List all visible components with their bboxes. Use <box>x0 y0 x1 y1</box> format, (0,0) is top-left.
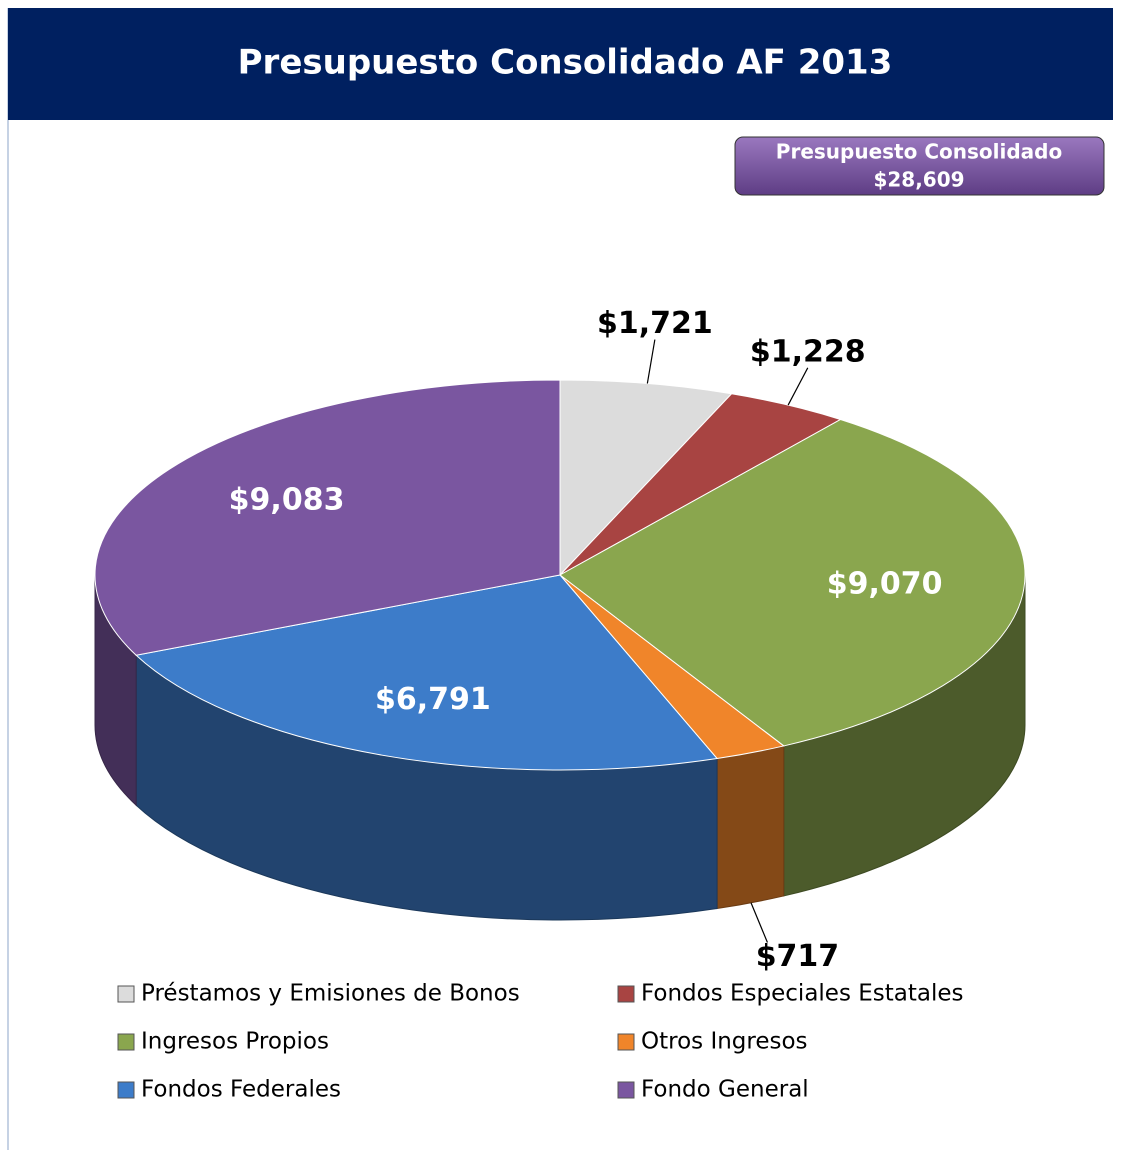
legend-swatch <box>117 1081 135 1099</box>
slice <box>559 418 1026 747</box>
slice <box>94 379 561 656</box>
data-label: $9,083 <box>229 482 345 517</box>
legend-label: Otros Ingresos <box>641 1029 808 1055</box>
data-label: $6,791 <box>375 682 491 717</box>
legend-label: Fondo General <box>641 1077 809 1103</box>
legend-swatch <box>117 985 135 1003</box>
legend-label: Ingresos Propios <box>141 1029 329 1055</box>
slice <box>135 574 719 771</box>
legend-swatch <box>617 985 635 1003</box>
total-value: $28,609 <box>873 168 964 192</box>
data-label: $1,228 <box>750 334 866 369</box>
leader-line <box>646 339 656 384</box>
legend-swatch <box>617 1033 635 1051</box>
leader-line <box>787 367 809 406</box>
data-label: $9,070 <box>827 566 943 601</box>
data-label: $1,721 <box>597 306 713 341</box>
total-caption: Presupuesto Consolidado <box>776 140 1062 164</box>
leader-line <box>750 902 768 943</box>
chart-title: Presupuesto Consolidado AF 2013 <box>238 43 893 83</box>
legend-label: Fondos Federales <box>141 1077 341 1103</box>
legend-swatch <box>117 1033 135 1051</box>
header-band <box>8 8 1113 120</box>
legend-label: Préstamos y Emisiones de Bonos <box>141 981 520 1007</box>
legend-label: Fondos Especiales Estatales <box>641 981 964 1007</box>
slice-side <box>716 745 785 910</box>
total-box <box>734 136 1105 196</box>
legend-swatch <box>617 1081 635 1099</box>
data-label: $717 <box>756 939 840 974</box>
